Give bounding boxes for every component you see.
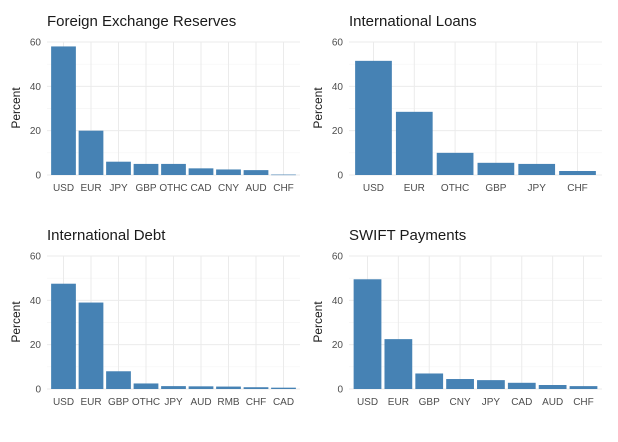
bar-jpy	[477, 380, 505, 389]
x-tick-label: EUR	[80, 183, 101, 194]
x-tick-label: CNY	[450, 397, 471, 408]
y-tick-label: 0	[337, 171, 343, 182]
x-tick-label: AUD	[245, 183, 266, 194]
x-tick-label: CAD	[511, 397, 532, 408]
bar-gbp	[133, 163, 159, 175]
y-tick-label: 0	[35, 385, 41, 396]
bar-cad	[271, 387, 296, 389]
y-axis-title: Percent	[311, 87, 325, 129]
x-tick-label: OTHC	[441, 183, 469, 194]
x-tick-label: OTHC	[132, 397, 160, 408]
panel-title: International Loans	[349, 13, 477, 30]
x-tick-label: USD	[357, 397, 378, 408]
y-tick-label: 20	[332, 340, 344, 351]
bar-chf	[559, 171, 596, 175]
y-tick-label: 60	[332, 38, 344, 49]
panel-international-debt: International Debt Percent 0 20 40 60 USD EUR…	[9, 227, 300, 408]
panel-title: International Debt	[47, 227, 166, 244]
plot-area: 0 20 40 60 USD EUR GBP CNY JPY CAD AUD CHF	[332, 252, 602, 408]
panel-title: SWIFT Payments	[349, 227, 466, 244]
x-tick-label: JPY	[164, 397, 183, 408]
bar-usd	[51, 283, 76, 389]
bar-usd	[51, 46, 76, 175]
y-axis-title: Percent	[9, 301, 23, 343]
bar-chf	[243, 387, 269, 389]
x-tick-label: CNY	[218, 183, 239, 194]
bar-rmb	[216, 386, 241, 389]
y-tick-label: 20	[332, 126, 344, 137]
x-tick-label: EUR	[388, 397, 409, 408]
x-tick-label: CHF	[573, 397, 594, 408]
bar-gbp	[477, 162, 515, 175]
y-tick-label: 60	[30, 252, 42, 263]
y-tick-label: 0	[337, 385, 343, 396]
x-tick-label: GBP	[135, 183, 156, 194]
y-tick-label: 20	[30, 126, 42, 137]
x-tick-label: GBP	[485, 183, 506, 194]
x-tick-label: CHF	[246, 397, 267, 408]
plot-area: 0 20 40 60 USD EUR OTHC GBP JPY CHF	[332, 38, 602, 194]
x-tick-label: CAD	[273, 397, 294, 408]
x-tick-label: AUD	[542, 397, 563, 408]
x-tick-label: EUR	[80, 397, 101, 408]
panel-swift-payments: SWIFT Payments Percent 0 20 40 60 USD EUR GBP C…	[311, 227, 602, 408]
x-tick-label: AUD	[190, 397, 211, 408]
bar-gbp	[415, 373, 444, 389]
bar-eur	[78, 130, 104, 175]
bar-aud	[188, 386, 214, 389]
y-tick-label: 60	[30, 38, 42, 49]
plot-area: 0 20 40 60 USD EUR JPY GBP OTHC CAD CNY AUD CHF	[30, 38, 300, 194]
x-tick-label: CHF	[567, 183, 588, 194]
bar-usd	[353, 279, 382, 389]
plot-area: 0 20 40 60 USD EUR GBP OTHC JPY AUD RMB CHF CAD	[30, 252, 300, 408]
x-tick-label: JPY	[528, 183, 547, 194]
bar-aud	[243, 170, 269, 175]
bar-cad	[188, 168, 214, 175]
y-tick-label: 40	[332, 82, 344, 93]
x-tick-label: CAD	[190, 183, 211, 194]
bar-othc	[436, 152, 474, 175]
bar-jpy	[518, 163, 556, 175]
bar-cny	[446, 379, 474, 389]
x-tick-label: GBP	[419, 397, 440, 408]
bar-eur	[78, 302, 104, 389]
bar-gbp	[106, 371, 131, 389]
bar-chf	[569, 386, 598, 389]
x-tick-label: USD	[363, 183, 384, 194]
x-tick-label: RMB	[217, 397, 240, 408]
x-tick-label: JPY	[109, 183, 128, 194]
x-tick-label: OTHC	[159, 183, 187, 194]
bar-jpy	[161, 386, 186, 389]
bar-othc	[133, 383, 159, 389]
bar-eur	[384, 339, 413, 389]
bar-cny	[216, 169, 241, 175]
y-tick-label: 60	[332, 252, 344, 263]
x-tick-label: JPY	[482, 397, 501, 408]
y-tick-label: 40	[30, 82, 42, 93]
panel-foreign-exchange-reserves: Foreign Exchange Reserves Percent 0 20 40 6…	[9, 13, 300, 194]
bar-chf	[271, 174, 296, 176]
y-axis-title: Percent	[311, 301, 325, 343]
bar-eur	[395, 111, 433, 175]
x-tick-label: CHF	[273, 183, 294, 194]
y-tick-label: 20	[30, 340, 42, 351]
x-tick-label: EUR	[404, 183, 425, 194]
bar-aud	[538, 385, 567, 389]
bar-othc	[161, 163, 186, 175]
panel-international-loans: International Loans Percent 0 20 40 60 USD EU…	[311, 13, 602, 194]
x-tick-label: USD	[53, 183, 74, 194]
x-tick-label: GBP	[108, 397, 129, 408]
panel-title: Foreign Exchange Reserves	[47, 13, 236, 30]
y-tick-label: 0	[35, 171, 41, 182]
bar-jpy	[106, 161, 131, 175]
y-tick-label: 40	[332, 296, 344, 307]
y-axis-title: Percent	[9, 87, 23, 129]
y-tick-label: 40	[30, 296, 42, 307]
x-tick-label: USD	[53, 397, 74, 408]
bar-cad	[507, 382, 536, 389]
bar-usd	[355, 60, 392, 175]
